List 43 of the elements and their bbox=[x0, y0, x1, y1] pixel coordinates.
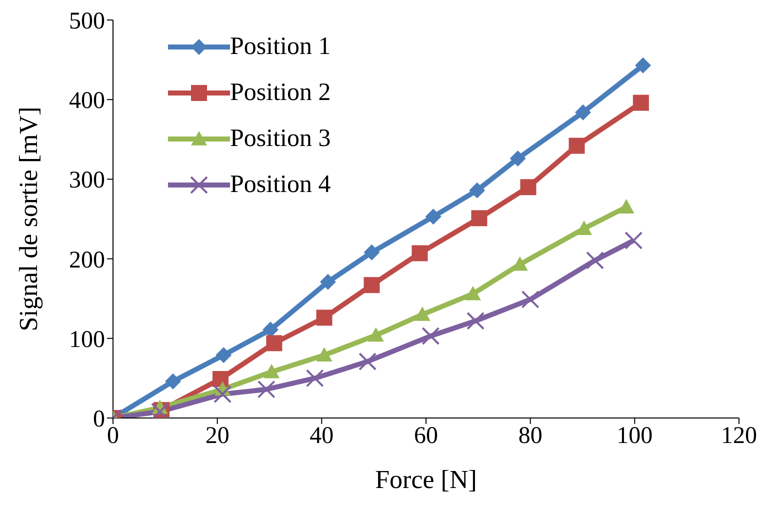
x-tick-label: 120 bbox=[721, 423, 757, 450]
x-tick-label: 80 bbox=[518, 423, 542, 450]
x-tick-label: 60 bbox=[414, 423, 438, 450]
point bbox=[414, 306, 430, 321]
point bbox=[635, 57, 652, 74]
point bbox=[510, 150, 526, 167]
point bbox=[469, 182, 486, 198]
point bbox=[471, 210, 488, 226]
legend-label: Position 3 bbox=[230, 125, 331, 153]
x-tick-label: 40 bbox=[310, 423, 334, 450]
y-tick-label: 200 bbox=[69, 247, 105, 274]
point bbox=[464, 286, 481, 300]
x-tick-label: 20 bbox=[205, 423, 230, 450]
point bbox=[216, 347, 232, 364]
point bbox=[520, 179, 536, 196]
point bbox=[320, 274, 336, 290]
point bbox=[368, 327, 384, 342]
point bbox=[568, 138, 585, 154]
x-tick-label: 100 bbox=[616, 423, 653, 450]
point bbox=[412, 245, 428, 262]
point bbox=[316, 310, 332, 326]
legend-label: Position 1 bbox=[230, 33, 331, 61]
y-tick-label: 400 bbox=[69, 88, 105, 114]
point bbox=[425, 208, 442, 225]
y-axis-title: Signal de sortie [mV] bbox=[14, 106, 44, 332]
point bbox=[576, 220, 592, 235]
point bbox=[364, 277, 380, 294]
y-tick-label: 500 bbox=[69, 8, 105, 35]
y-tick-label: 300 bbox=[69, 168, 105, 194]
legend-label: Position 4 bbox=[230, 171, 331, 199]
point bbox=[632, 94, 649, 111]
point bbox=[264, 364, 280, 378]
y-tick-label: 100 bbox=[69, 326, 105, 353]
point bbox=[316, 347, 332, 362]
point bbox=[575, 104, 592, 120]
x-axis-title: Force [N] bbox=[375, 465, 477, 494]
point bbox=[164, 373, 181, 390]
point bbox=[212, 370, 228, 387]
point bbox=[364, 244, 380, 260]
point bbox=[618, 199, 634, 214]
y-tick-label: 0 bbox=[93, 406, 105, 433]
point bbox=[266, 335, 282, 352]
legend-label: Position 2 bbox=[230, 79, 331, 107]
